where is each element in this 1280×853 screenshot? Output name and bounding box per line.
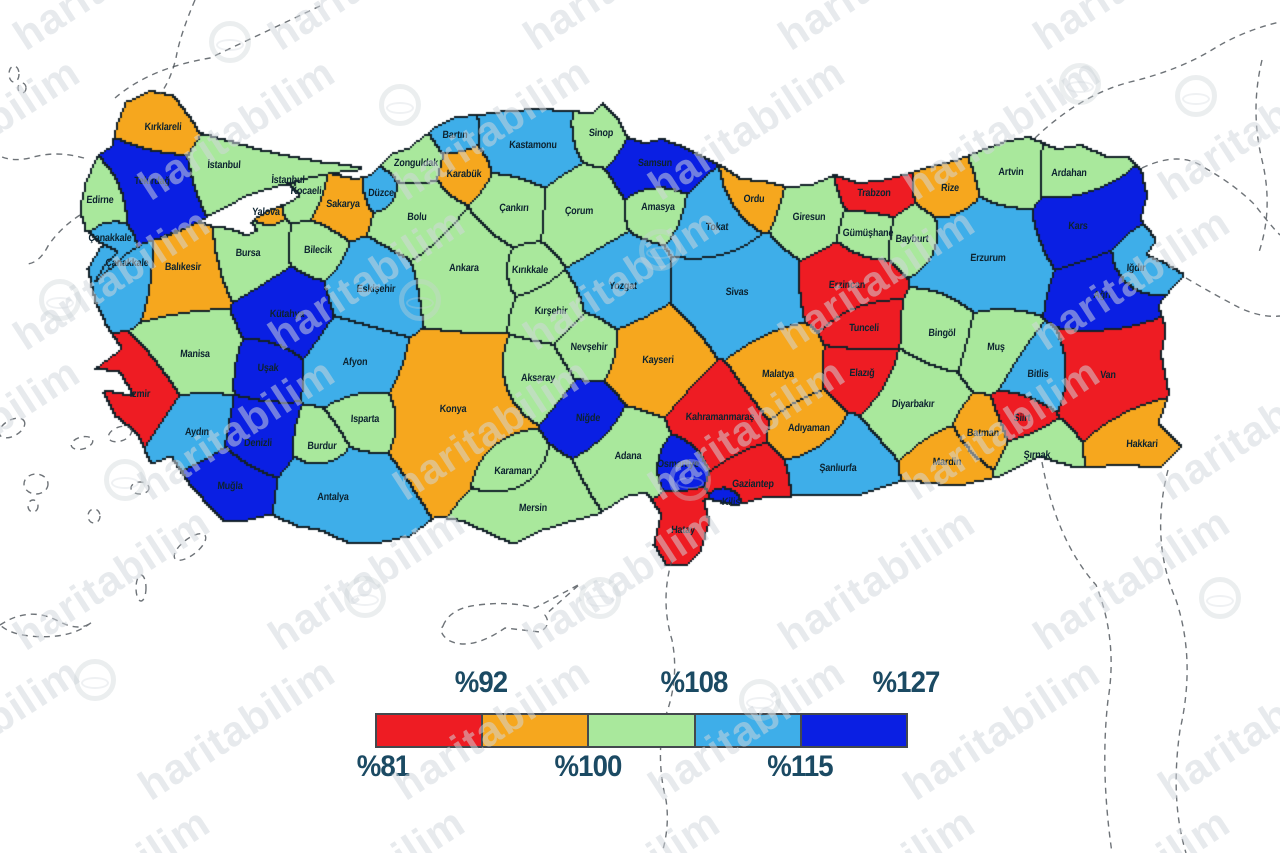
legend-value-81: %81 — [356, 750, 410, 783]
legend-value-127: %127 — [872, 666, 941, 699]
legend-value-92: %92 — [454, 666, 508, 699]
legend-value-100: %100 — [554, 750, 623, 783]
legend-swatch-green — [589, 715, 696, 746]
legend-color-bar — [375, 713, 908, 748]
legend-swatch-orange — [483, 715, 590, 746]
legend-swatch-red — [377, 715, 484, 746]
legend-swatch-darkblue — [801, 715, 907, 746]
legend-value-115: %115 — [767, 750, 833, 783]
legend-swatch-lightblue — [695, 715, 802, 746]
legend-value-108: %108 — [660, 666, 729, 699]
